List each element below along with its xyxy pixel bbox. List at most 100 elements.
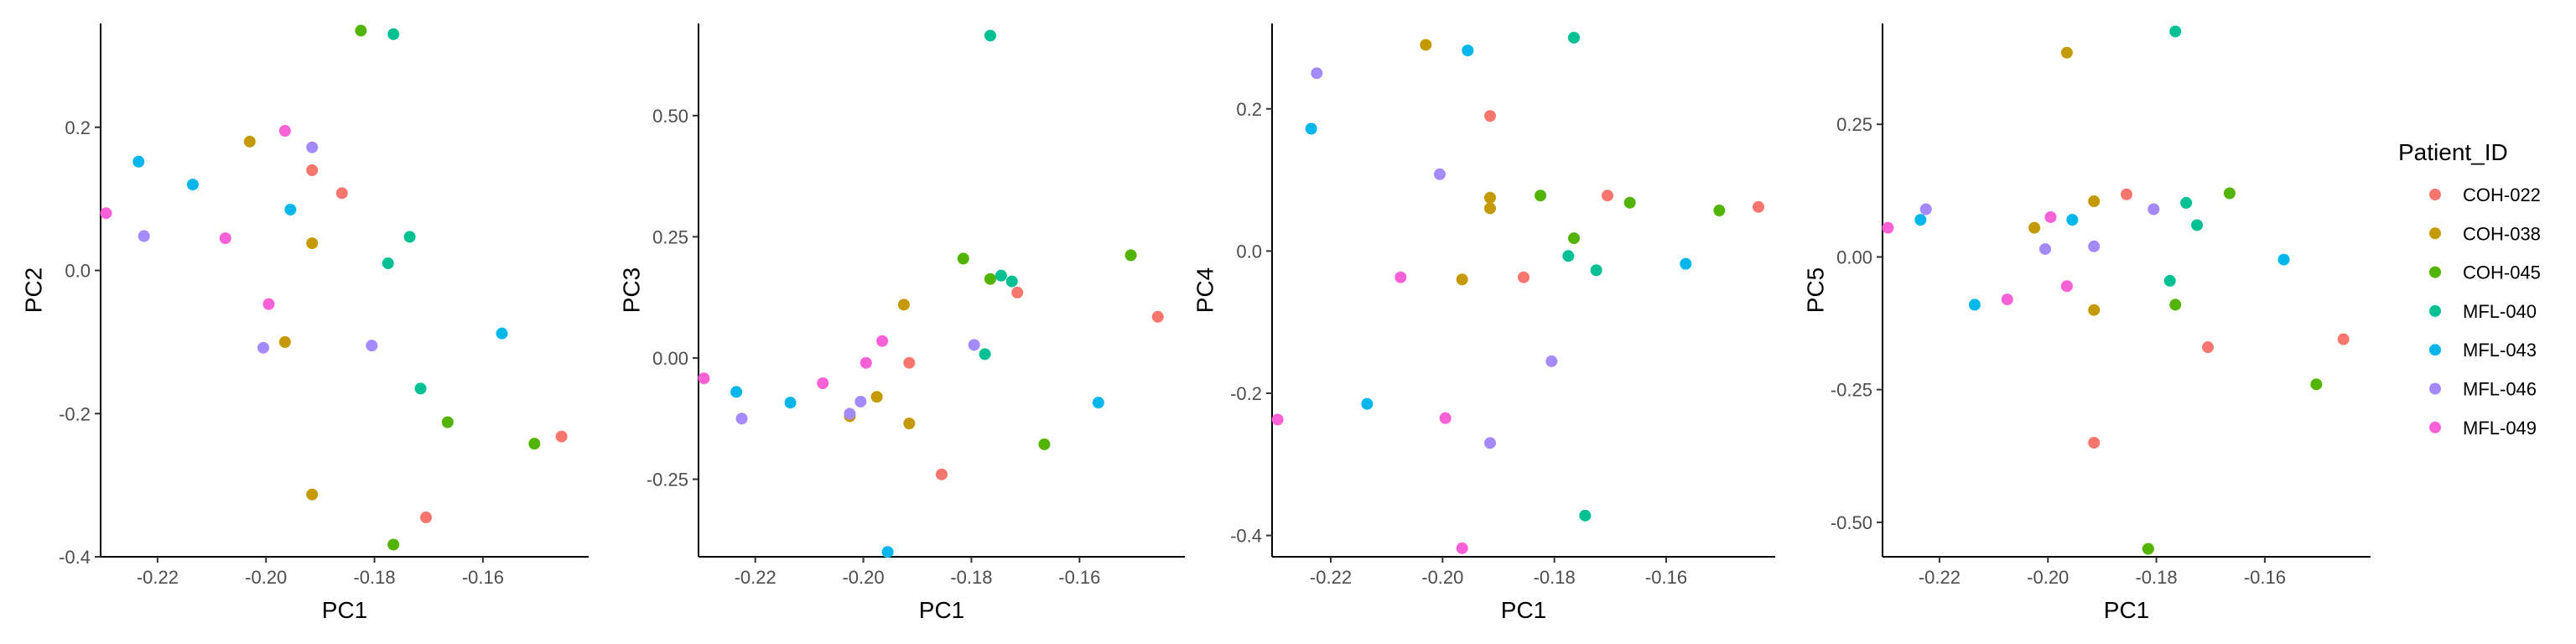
data-point [844, 408, 856, 420]
data-point [2142, 543, 2154, 555]
data-point [1484, 191, 1496, 204]
data-point [132, 155, 145, 168]
legend-label: MFL-046 [2463, 379, 2537, 400]
data-point [2202, 341, 2214, 354]
x-tick-label: -0.16 [462, 567, 504, 588]
data-point [876, 335, 889, 347]
data-point [387, 28, 400, 40]
data-point [1484, 110, 1496, 122]
legend-key [2429, 421, 2441, 434]
series-COH-022 [903, 286, 1164, 480]
series-COH-022 [2088, 188, 2350, 449]
y-tick-label: 0.25 [652, 226, 688, 247]
data-point [1092, 397, 1104, 409]
data-point [284, 203, 297, 216]
legend-item: MFL-049 [2429, 418, 2537, 439]
data-point [698, 372, 710, 385]
data-point [1713, 205, 1726, 217]
data-point [730, 386, 743, 398]
data-point [1038, 438, 1051, 450]
series-MFL-043 [132, 155, 508, 340]
x-axis-title: PC1 [919, 597, 964, 623]
y-tick-label: -0.2 [1230, 383, 1262, 404]
data-point [903, 356, 916, 369]
data-point [1011, 286, 1024, 299]
series-MFL-049 [1271, 271, 1468, 554]
legend-key [2429, 304, 2441, 317]
data-point [1361, 397, 1374, 410]
data-point [441, 416, 454, 428]
legend-key [2429, 266, 2441, 278]
data-point [2088, 240, 2101, 252]
data-point [784, 397, 797, 409]
x-tick-label: -0.20 [2027, 567, 2069, 588]
data-point [936, 468, 948, 480]
data-point [984, 273, 996, 285]
data-point [186, 179, 199, 191]
data-point [100, 207, 112, 220]
data-point [984, 29, 996, 42]
data-point [860, 356, 872, 369]
data-point [1919, 203, 1932, 216]
series-MFL-046 [138, 141, 378, 354]
data-point [854, 395, 867, 408]
x-tick-label: -0.18 [950, 567, 992, 588]
data-point [1420, 39, 1432, 51]
series-MFL-040 [979, 29, 1018, 361]
panel-1: -0.22 -0.20 -0.18 -0.16 -0.4 -0.2 0.0 0.2 PC1 PC2 [21, 23, 589, 623]
series-COH-022 [1484, 110, 1764, 283]
y-tick-label: 0.00 [1836, 247, 1872, 267]
x-tick-label: -0.22 [1310, 567, 1352, 588]
y-tick-label: 0.00 [652, 348, 688, 369]
data-point [387, 538, 400, 551]
x-tick-label: -0.18 [2135, 567, 2177, 588]
data-point [1535, 190, 1546, 202]
data-point [1568, 31, 1580, 44]
data-point [1579, 509, 1592, 522]
data-point [306, 141, 319, 153]
series-MFL-046 [735, 339, 980, 425]
data-point [278, 335, 291, 348]
data-point [2001, 293, 2013, 306]
series-MFL-040 [382, 28, 427, 395]
series-COH-045 [1535, 190, 1726, 245]
data-point [1151, 310, 1164, 323]
x-tick-label: -0.20 [245, 567, 287, 588]
x-tick-label: -0.18 [353, 567, 395, 588]
data-point [2066, 214, 2079, 226]
y-tick-label: 0.25 [1836, 114, 1872, 135]
legend: Patient_ID COH-022 COH-038 COH-045 MFL-040 M… [2398, 139, 2541, 439]
data-point [257, 341, 269, 354]
data-point [528, 438, 541, 450]
data-point [2169, 299, 2182, 311]
legend-item: COH-045 [2429, 262, 2541, 283]
data-point [1518, 271, 1530, 283]
x-axis-title: PC1 [2104, 597, 2149, 623]
data-point [957, 252, 969, 265]
data-point [555, 430, 568, 443]
data-point [2169, 25, 2182, 38]
panel-2: -0.22 -0.20 -0.18 -0.16 -0.25 0.00 0.25 0.50 PC1… [619, 23, 1185, 623]
data-point [1545, 355, 1558, 367]
data-point [1914, 214, 1927, 226]
y-tick-label: -0.25 [1831, 380, 1872, 401]
y-tick-label: -0.4 [1230, 526, 1262, 547]
panel-4: -0.22 -0.20 -0.18 -0.16 -0.50 -0.25 0.00 0.25 PC… [1803, 23, 2371, 623]
data-point [1623, 196, 1636, 209]
data-point [2277, 253, 2290, 266]
y-tick-label: 0.2 [65, 117, 91, 138]
data-point [2060, 46, 2073, 59]
legend-item: COH-022 [2429, 184, 2541, 205]
legend-key [2429, 344, 2441, 356]
legend-label: MFL-040 [2463, 301, 2537, 322]
data-point [1434, 168, 1446, 180]
series-MFL-049 [698, 335, 889, 390]
legend-key [2429, 382, 2441, 395]
data-point [2223, 187, 2236, 200]
data-point [1882, 221, 1894, 234]
legend-item: COH-038 [2429, 223, 2541, 244]
legend-key [2429, 227, 2441, 240]
y-axis-title: PC2 [21, 267, 47, 313]
data-point [1005, 275, 1018, 288]
